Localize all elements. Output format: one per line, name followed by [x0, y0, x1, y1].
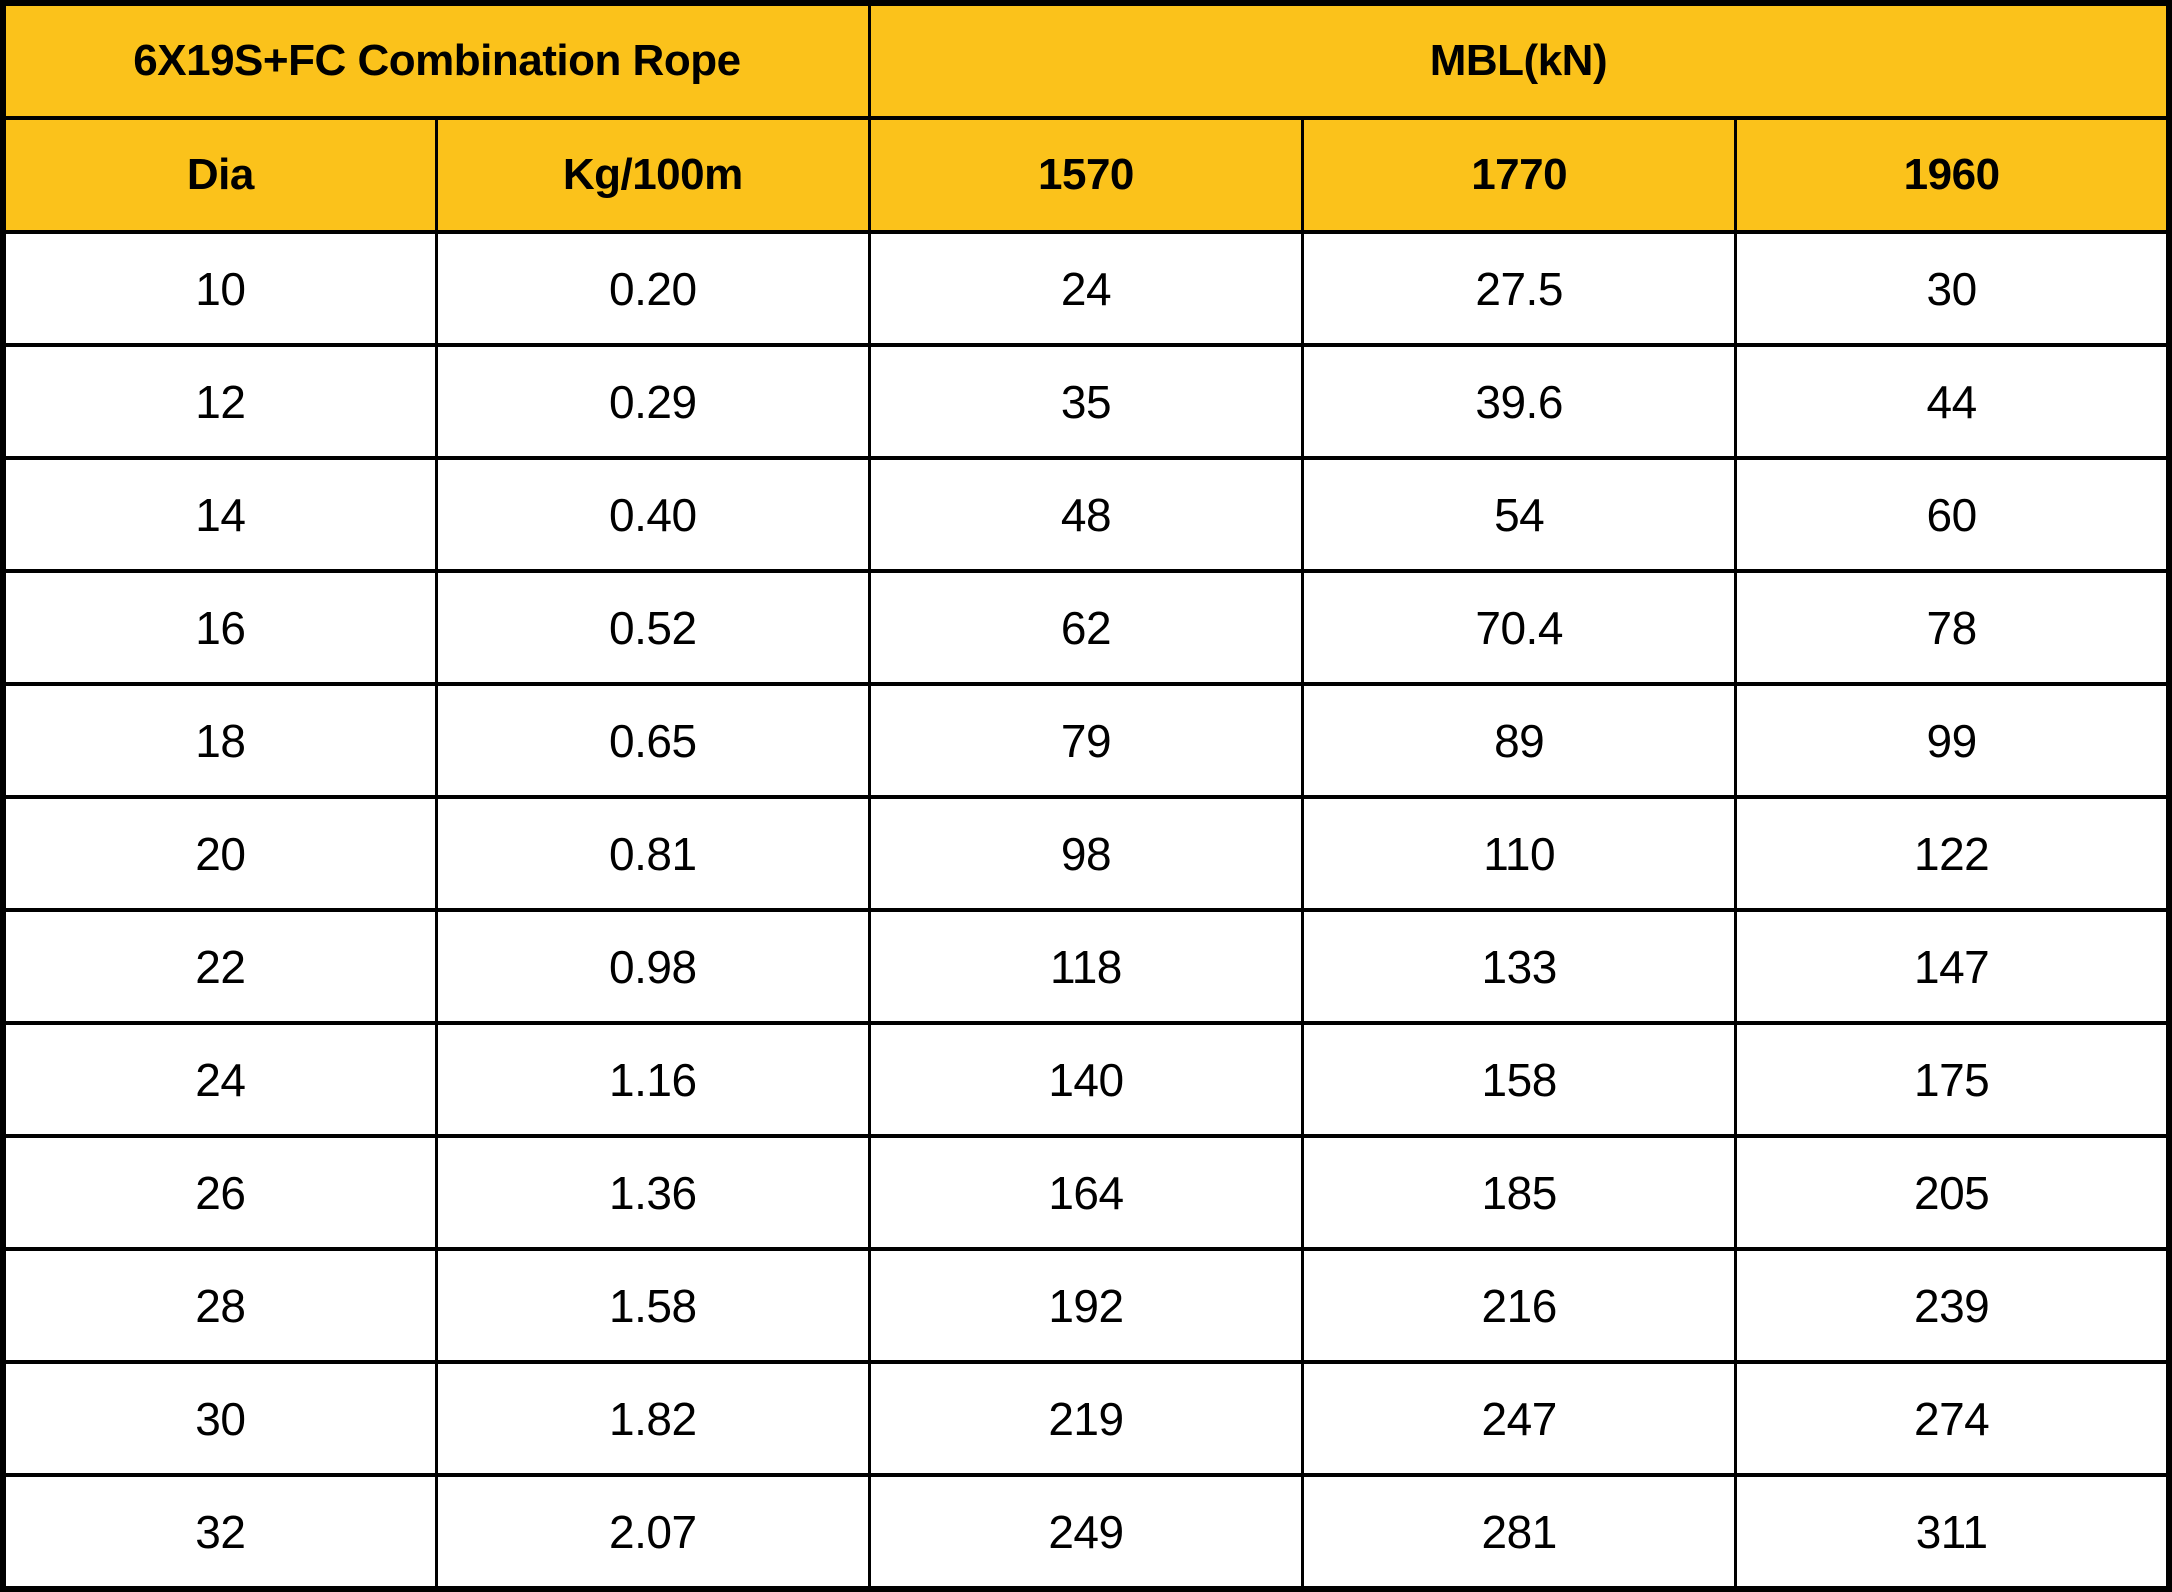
- table-cell: 216: [1301, 1247, 1738, 1364]
- table-cell: 247: [1301, 1360, 1738, 1477]
- table-cell: 185: [1301, 1134, 1738, 1251]
- table-cell: 118: [867, 908, 1305, 1025]
- table-cell: 0.40: [434, 456, 871, 573]
- column-header-row: Dia Kg/100m 1570 1770 1960: [1, 116, 2171, 234]
- table-row: 28 1.58 192 216 239: [1, 1247, 2171, 1364]
- table-cell: 1.36: [434, 1134, 871, 1251]
- table-row: 14 0.40 48 54 60: [1, 456, 2171, 573]
- table-cell: 110: [1301, 795, 1738, 912]
- table-cell: 27.5: [1301, 230, 1738, 347]
- table-cell: 48: [867, 456, 1305, 573]
- table-cell: 98: [867, 795, 1305, 912]
- table-cell: 219: [867, 1360, 1305, 1477]
- table-header: 6X19S+FC Combination Rope MBL(kN) Dia Kg/…: [1, 1, 2171, 234]
- table-cell: 44: [1734, 343, 2171, 460]
- table-cell: 30: [1734, 230, 2171, 347]
- table-cell: 1.82: [434, 1360, 871, 1477]
- table-cell: 20: [1, 795, 438, 912]
- column-header-1570: 1570: [867, 116, 1305, 234]
- table-cell: 12: [1, 343, 438, 460]
- table-cell: 35: [867, 343, 1305, 460]
- table-cell: 205: [1734, 1134, 2171, 1251]
- group-header-mbl: MBL(kN): [867, 1, 2171, 120]
- table-row: 16 0.52 62 70.4 78: [1, 569, 2171, 686]
- table-cell: 18: [1, 682, 438, 799]
- table-row: 32 2.07 249 281 311: [1, 1473, 2171, 1591]
- table-cell: 24: [1, 1021, 438, 1138]
- table-cell: 39.6: [1301, 343, 1738, 460]
- table-cell: 311: [1734, 1473, 2171, 1591]
- table-cell: 274: [1734, 1360, 2171, 1477]
- table-cell: 0.29: [434, 343, 871, 460]
- table-cell: 70.4: [1301, 569, 1738, 686]
- table-cell: 0.65: [434, 682, 871, 799]
- table-cell: 30: [1, 1360, 438, 1477]
- table-cell: 1.16: [434, 1021, 871, 1138]
- table-cell: 147: [1734, 908, 2171, 1025]
- table-cell: 140: [867, 1021, 1305, 1138]
- table-cell: 0.81: [434, 795, 871, 912]
- table-cell: 22: [1, 908, 438, 1025]
- table-cell: 54: [1301, 456, 1738, 573]
- group-header-row: 6X19S+FC Combination Rope MBL(kN): [1, 1, 2171, 120]
- group-header-rope-type: 6X19S+FC Combination Rope: [1, 1, 871, 120]
- table-row: 30 1.82 219 247 274: [1, 1360, 2171, 1477]
- table-cell: 32: [1, 1473, 438, 1591]
- table-cell: 78: [1734, 569, 2171, 686]
- table-cell: 249: [867, 1473, 1305, 1591]
- table-cell: 89: [1301, 682, 1738, 799]
- table-cell: 281: [1301, 1473, 1738, 1591]
- column-header-dia: Dia: [1, 116, 438, 234]
- table-row: 12 0.29 35 39.6 44: [1, 343, 2171, 460]
- table-cell: 14: [1, 456, 438, 573]
- table-cell: 10: [1, 230, 438, 347]
- table-row: 18 0.65 79 89 99: [1, 682, 2171, 799]
- table-cell: 122: [1734, 795, 2171, 912]
- table-cell: 28: [1, 1247, 438, 1364]
- table-cell: 2.07: [434, 1473, 871, 1591]
- table-cell: 16: [1, 569, 438, 686]
- column-header-1770: 1770: [1301, 116, 1738, 234]
- table-row: 22 0.98 118 133 147: [1, 908, 2171, 1025]
- table-body: 10 0.20 24 27.5 30 12 0.29 35 39.6 44 14 0.40 48 54 60…: [1, 230, 2171, 1591]
- table-row: 20 0.81 98 110 122: [1, 795, 2171, 912]
- table-cell: 60: [1734, 456, 2171, 573]
- table-cell: 192: [867, 1247, 1305, 1364]
- table-cell: 26: [1, 1134, 438, 1251]
- table-cell: 133: [1301, 908, 1738, 1025]
- table-cell: 0.20: [434, 230, 871, 347]
- table-cell: 99: [1734, 682, 2171, 799]
- table-cell: 24: [867, 230, 1305, 347]
- table-cell: 175: [1734, 1021, 2171, 1138]
- table-cell: 239: [1734, 1247, 2171, 1364]
- table-cell: 158: [1301, 1021, 1738, 1138]
- table-cell: 79: [867, 682, 1305, 799]
- table-cell: 164: [867, 1134, 1305, 1251]
- column-header-1960: 1960: [1734, 116, 2171, 234]
- table-cell: 0.52: [434, 569, 871, 686]
- table-row: 24 1.16 140 158 175: [1, 1021, 2171, 1138]
- table-row: 26 1.36 164 185 205: [1, 1134, 2171, 1251]
- table-cell: 62: [867, 569, 1305, 686]
- column-header-kg-100m: Kg/100m: [434, 116, 871, 234]
- table-row: 10 0.20 24 27.5 30: [1, 230, 2171, 347]
- table-cell: 0.98: [434, 908, 871, 1025]
- table-cell: 1.58: [434, 1247, 871, 1364]
